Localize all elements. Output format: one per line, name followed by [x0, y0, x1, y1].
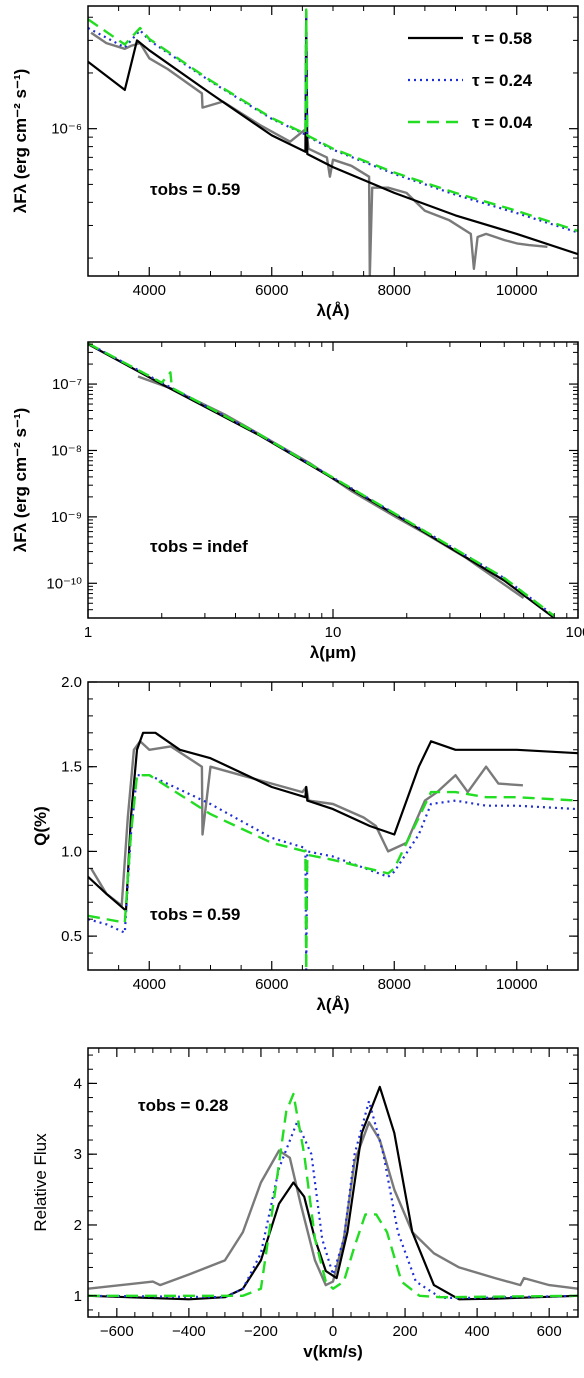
- legend: τ = 0.58 τ = 0.24 τ = 0.04: [408, 29, 533, 132]
- x-tick-label: 8000: [378, 976, 411, 993]
- series-observed: [137, 375, 525, 599]
- series-tau-024: [88, 774, 578, 970]
- y-tick-label: 0.5: [61, 928, 82, 945]
- tau-obs-annotation: τobs = 0.59: [150, 180, 240, 199]
- tau-obs-annotation: τobs = 0.59: [150, 905, 240, 924]
- x-tick-label: 200: [393, 1323, 418, 1340]
- y-tick-label: 10⁻⁷: [52, 376, 82, 393]
- x-axis-label: λ(μm): [310, 643, 356, 662]
- plot-frame: [87, 681, 579, 971]
- series-group: [88, 342, 556, 618]
- y-tick-label: 10⁻⁹: [51, 509, 82, 526]
- series-tau-024: [88, 1099, 578, 1300]
- x-tick-label: 600: [537, 1323, 562, 1340]
- legend-label: τ = 0.58: [472, 29, 532, 48]
- series-observed: [90, 31, 548, 276]
- x-tick-label: 10000: [496, 976, 538, 993]
- tau-obs-annotation: τobs = indef: [150, 537, 248, 556]
- y-tick-label: 10⁻⁸: [51, 442, 82, 459]
- x-tick-label: 10000: [496, 282, 538, 299]
- y-tick-label: 10⁻⁶: [51, 121, 82, 138]
- x-tick-label: 100: [565, 624, 584, 641]
- y-axis-label: Relative Flux: [31, 1133, 50, 1232]
- y-tick-label: 10⁻¹⁰: [46, 575, 82, 592]
- x-tick-label: 8000: [378, 282, 411, 299]
- x-tick-label: −600: [100, 1323, 134, 1340]
- series-group: [88, 1085, 578, 1301]
- series-group: [88, 731, 578, 970]
- chart-panel-3: 4000 6000 8000 10000 0.5 1.0 1.5 2.0 λ(Å) Q(%) τob…: [31, 674, 579, 1014]
- x-axis-label: λ(Å): [316, 301, 349, 320]
- x-tick-label: 10: [325, 624, 342, 641]
- series-observed: [90, 740, 523, 907]
- y-tick-label: 1.5: [61, 759, 82, 776]
- x-axis-label: λ(Å): [316, 995, 349, 1014]
- x-tick-label: 6000: [255, 976, 288, 993]
- chart-panel-4: −600 −400 −200 0 200 400 600 1 2 3 4 v(km/s) Relativ…: [31, 1047, 579, 1361]
- x-tick-label: −200: [244, 1323, 278, 1340]
- y-tick-label: 1: [74, 1288, 82, 1305]
- x-tick-label: 1: [84, 624, 92, 641]
- y-axis-label: λFλ (erg cm⁻² s⁻¹): [11, 408, 30, 553]
- y-tick-label: 4: [74, 1075, 82, 1092]
- legend-label: τ = 0.04: [472, 113, 533, 132]
- x-tick-label: 4000: [133, 976, 166, 993]
- y-tick-label: 1.0: [61, 843, 82, 860]
- y-tick-label: 3: [74, 1146, 82, 1163]
- series-tau-004: [88, 774, 578, 970]
- series-tau-004: [88, 8, 578, 233]
- chart-panel-2: 1 10 100 10⁻¹⁰ 10⁻⁹ 10⁻⁸ 10⁻⁷ λ(μm) λFλ (erg cm⁻…: [11, 341, 584, 662]
- series-tau-058: [88, 1085, 578, 1301]
- x-tick-label: 0: [329, 1323, 337, 1340]
- x-axis-label: v(km/s): [303, 1342, 363, 1361]
- y-axis-label: Q(%): [31, 806, 50, 846]
- series-tau-004: [88, 342, 556, 618]
- series-tau-004: [88, 1092, 578, 1299]
- series-tau-058: [88, 731, 578, 912]
- x-tick-label: 6000: [255, 282, 288, 299]
- x-tick-label: 400: [465, 1323, 490, 1340]
- tau-obs-annotation: τobs = 0.28: [138, 1096, 228, 1115]
- x-tick-label: 4000: [133, 282, 166, 299]
- series-tau-058: [88, 343, 555, 618]
- chart-panel-1: 4000 6000 8000 10000 10⁻⁶ λ(Å) λFλ (erg cm⁻² s…: [11, 5, 579, 320]
- y-tick-label: 2.0: [61, 674, 82, 691]
- y-tick-label: 2: [74, 1217, 82, 1234]
- series-observed: [88, 1121, 578, 1290]
- legend-label: τ = 0.24: [472, 71, 533, 90]
- series-group: [88, 8, 578, 276]
- y-axis-label: λFλ (erg cm⁻² s⁻¹): [11, 69, 30, 214]
- x-tick-label: −400: [172, 1323, 206, 1340]
